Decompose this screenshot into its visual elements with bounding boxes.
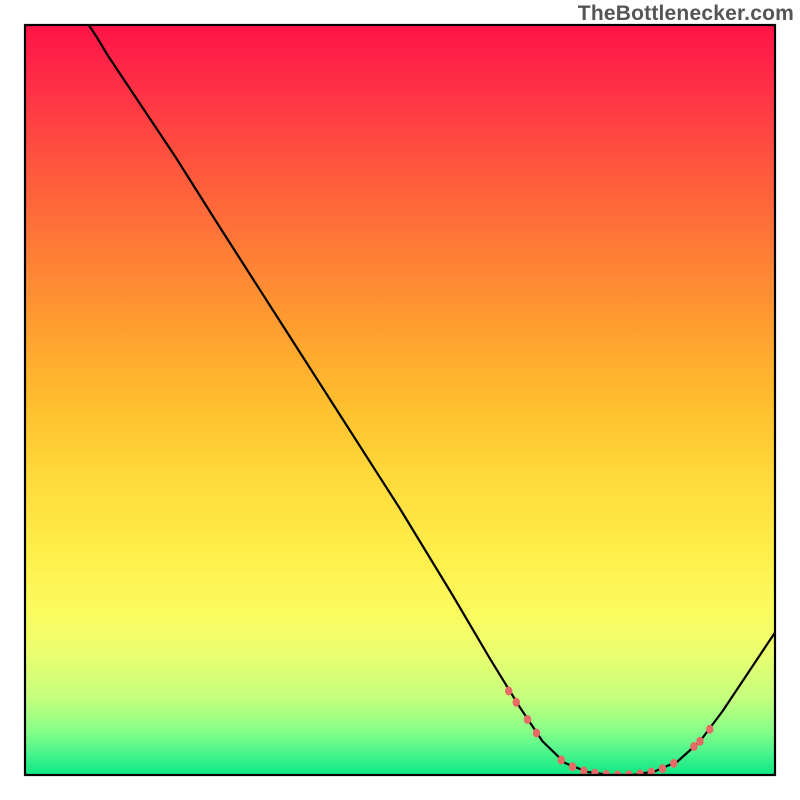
marker-point xyxy=(691,743,697,751)
attribution-watermark: TheBottlenecker.com xyxy=(578,2,794,26)
marker-point xyxy=(558,756,564,764)
marker-point xyxy=(533,729,539,737)
marker-point xyxy=(671,759,677,767)
marker-point xyxy=(637,770,643,778)
marker-point xyxy=(697,737,703,745)
marker-point xyxy=(707,725,713,733)
marker-point xyxy=(659,765,665,773)
bottleneck-curve-chart xyxy=(0,0,800,800)
marker-point xyxy=(513,698,519,706)
chart-container: TheBottlenecker.com xyxy=(0,0,800,800)
marker-point xyxy=(524,716,530,724)
marker-point xyxy=(569,763,575,771)
marker-point xyxy=(581,767,587,775)
heatmap-background xyxy=(25,25,775,775)
marker-point xyxy=(506,687,512,695)
